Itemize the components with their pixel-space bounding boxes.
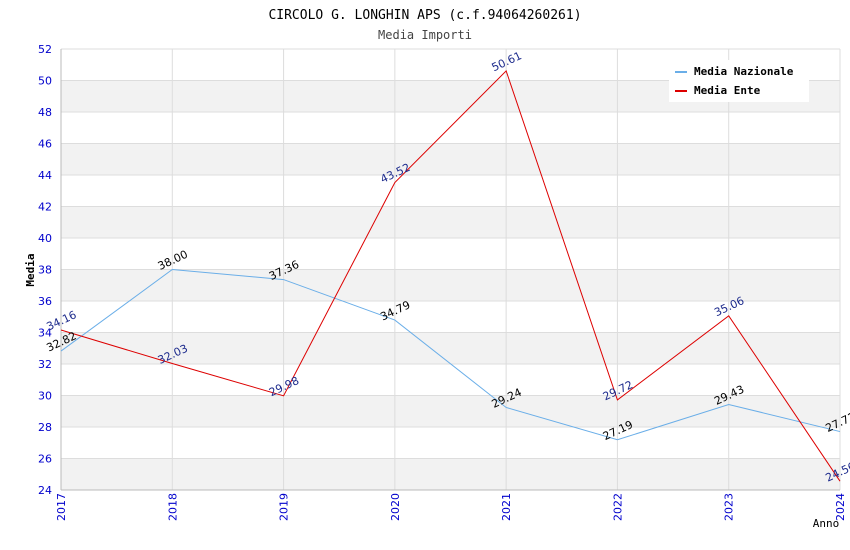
y-tick-label: 38 — [38, 264, 52, 277]
y-tick-label: 36 — [38, 295, 52, 308]
series-line-media-ente — [60, 69, 841, 482]
y-tick-label: 24 — [38, 484, 52, 497]
legend-label-media-ente: Media Ente — [694, 84, 761, 97]
y-tick-label: 44 — [38, 169, 52, 182]
y-axis-label: Media — [24, 253, 37, 286]
plot-band — [61, 206, 840, 238]
plot-band — [61, 175, 840, 207]
y-tick-label: 40 — [38, 232, 52, 245]
x-tick-label: 2023 — [723, 493, 736, 521]
series-layer — [60, 69, 841, 482]
x-tick-label: 2020 — [389, 493, 402, 521]
y-tick-label: 50 — [38, 75, 52, 88]
y-tick-label: 46 — [38, 138, 52, 151]
plot-band — [61, 112, 840, 144]
plot-band — [61, 143, 840, 175]
chart-subtitle: Media Importi — [378, 28, 472, 42]
y-tick-label: 48 — [38, 106, 52, 119]
chart-title: CIRCOLO G. LONGHIN APS (c.f.94064260261) — [268, 8, 581, 23]
plot-band — [61, 427, 840, 459]
gridlines — [60, 48, 841, 491]
x-tick-label: 2024 — [834, 493, 847, 521]
plot-band — [61, 301, 840, 333]
y-tick-label: 30 — [38, 390, 52, 403]
plot-band — [61, 269, 840, 301]
x-tick-label: 2019 — [278, 493, 291, 521]
plot-band — [61, 332, 840, 364]
x-tick-label: 2022 — [611, 493, 624, 521]
y-tick-labels: 24 26 28 30 32 34 36 38 40 42 44 46 48 50 52 — [38, 43, 52, 497]
x-tick-label: 2021 — [500, 493, 513, 521]
y-tick-label: 28 — [38, 421, 52, 434]
y-tick-label: 26 — [38, 453, 52, 466]
series-line-media-nazionale — [60, 268, 841, 441]
y-tick-label: 42 — [38, 201, 52, 214]
plot-band — [61, 238, 840, 270]
x-axis-label: Anno — [813, 517, 840, 530]
legend: Media Nazionale Media Ente — [669, 60, 809, 102]
plot-bands — [61, 49, 840, 490]
x-tick-labels: 2017 2018 2019 2020 2021 2022 2023 2024 — [55, 493, 847, 521]
legend-box — [669, 60, 809, 102]
legend-label-media-nazionale: Media Nazionale — [694, 65, 794, 78]
y-tick-label: 32 — [38, 358, 52, 371]
y-tick-label: 52 — [38, 43, 52, 56]
y-tick-label: 34 — [38, 327, 52, 340]
plot-band — [61, 395, 840, 427]
axes — [60, 49, 840, 491]
x-tick-label: 2018 — [166, 493, 179, 521]
plot-band — [61, 458, 840, 490]
x-tick-label: 2017 — [55, 493, 68, 521]
